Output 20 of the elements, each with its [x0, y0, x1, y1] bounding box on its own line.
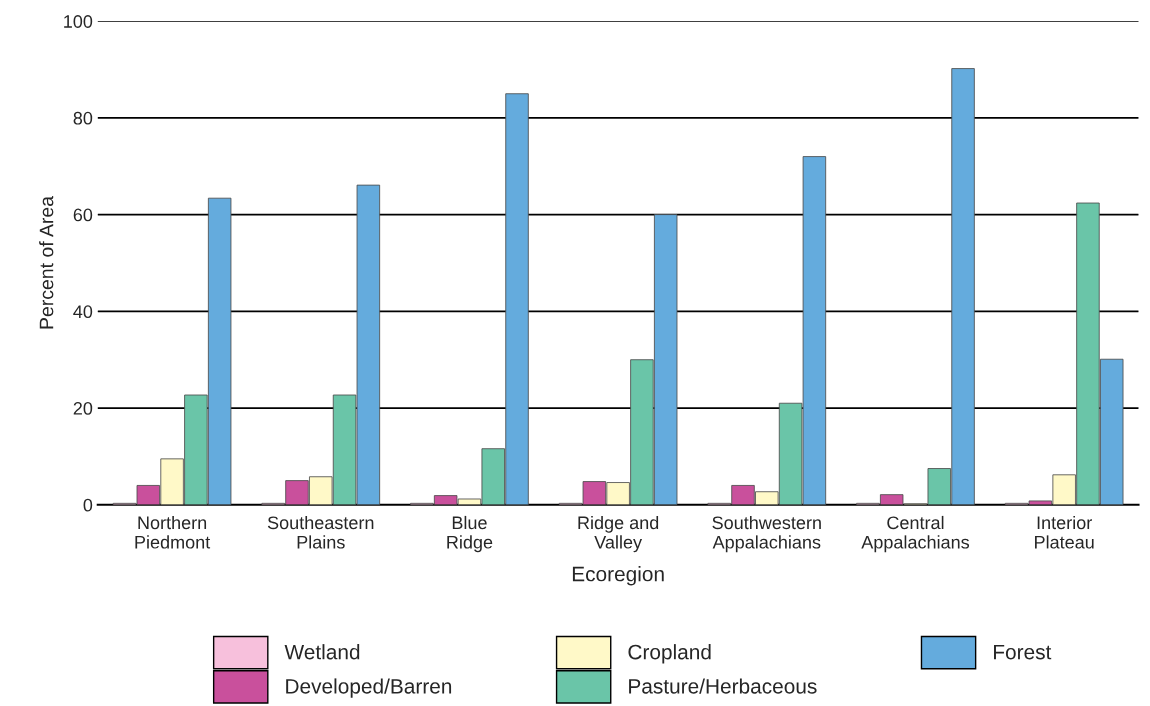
legend-label: Wetland: [284, 644, 360, 660]
y-tick-label: 0: [83, 498, 93, 512]
y-axis-title: Percent of Area: [39, 195, 54, 329]
x-tick-label: Interior Plateau: [1035, 515, 1094, 549]
legend-label: Pasture/Herbaceous: [629, 678, 817, 694]
x-tick-label: Blue Ridge: [447, 515, 493, 553]
y-tick-label: 40: [73, 305, 93, 319]
y-tick-label: 20: [73, 402, 93, 415]
x-axis-title: Ecoregion: [572, 566, 664, 586]
y-tick-label: 80: [73, 111, 93, 125]
x-tick-label: Northern Piedmont: [135, 515, 211, 549]
y-tick-label: 100: [64, 15, 93, 28]
x-tick-label: Ridge and Valley: [578, 515, 659, 553]
x-tick-label: Central Appalachians: [861, 515, 970, 553]
legend-label: Forest: [994, 644, 1052, 660]
x-tick-label: Southeastern Plains: [267, 515, 374, 549]
x-tick-label: Southwestern Appalachians: [712, 515, 821, 553]
legend-label: Cropland: [628, 644, 711, 664]
legend-label: Developed/Barren: [286, 678, 452, 698]
y-tick-label: 60: [73, 208, 93, 222]
